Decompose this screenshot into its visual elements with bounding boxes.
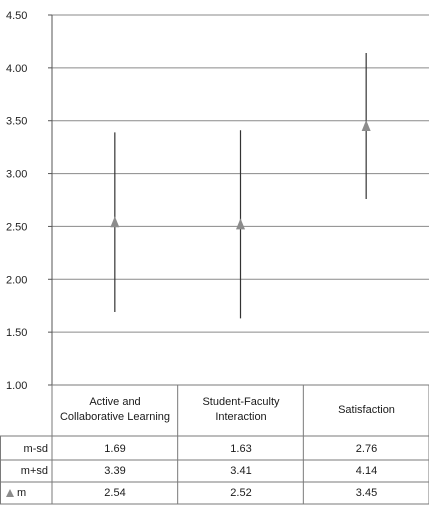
y-tick-label-3.50: 3.50 [6,116,27,128]
grid-lines [48,14,429,386]
mean-marker-2 [236,218,245,230]
y-tick-label-1.00: 1.00 [6,380,27,392]
mean-marker-3 [361,120,371,131]
category-2-line-2: Interaction [215,411,267,423]
data-table-grid [0,384,429,505]
category-header-3: Satisfaction [304,385,429,435]
category-2-line-1: Student-Faculty [202,396,280,408]
cell-m-2: 2.52 [230,487,252,499]
row-label-m-plus-sd: m+sd [20,465,48,477]
cell-m-3: 3.45 [355,487,378,499]
cell-m-sd-3: 2.76 [355,443,378,455]
row-label-m-sd: m-sd [23,443,48,455]
row-label-m: m [0,482,52,504]
cell-m-plus-sd-3: 4.14 [355,465,378,477]
y-tick-label-4.00: 4.00 [6,63,27,75]
error-bars [114,53,367,319]
legend-triangle-icon [6,489,14,497]
category-1-line-2: Collaborative Learning [59,411,171,423]
y-tick-label-4.50: 4.50 [6,10,27,22]
y-tick-label-3.00: 3.00 [6,169,27,181]
y-tick-label-2.50: 2.50 [6,221,27,233]
category-1-line-1: Active and [89,396,141,408]
category-3-line-1: Satisfaction [338,403,395,416]
y-axis-tick-labels: 1.00 1.50 2.00 2.50 3.00 3.50 4.00 4.50 [6,10,27,392]
mean-marker-1 [110,216,120,228]
cell-m-plus-sd-2: 3.41 [230,465,252,477]
cell-m-sd-2: 1.63 [230,443,252,455]
cell-m-sd-1: 1.69 [104,443,126,455]
cell-m-1: 2.54 [104,487,126,499]
y-tick-label-1.50: 1.50 [6,327,27,339]
y-tick-label-2.00: 2.00 [6,274,27,286]
cell-m-plus-sd-1: 3.39 [104,465,126,477]
category-header-1: Active and Collaborative Learning [52,385,178,435]
mean-markers [110,120,371,230]
category-header-2: Student-Faculty Interaction [178,385,304,435]
